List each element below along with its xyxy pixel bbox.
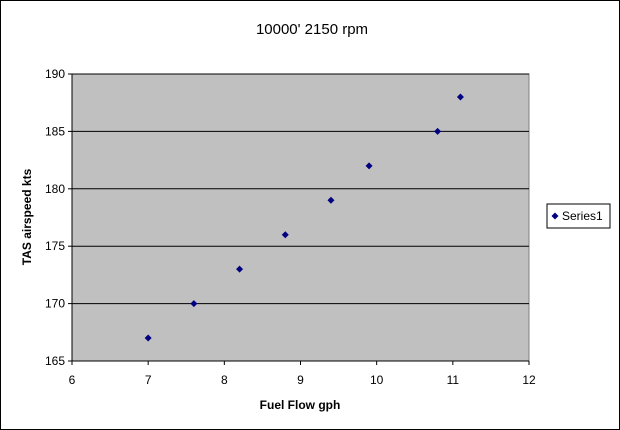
data-point-0-2 bbox=[236, 265, 244, 273]
gridlines bbox=[72, 73, 529, 305]
data-point-0-4 bbox=[327, 196, 335, 204]
x-axis-ticks: 6 7 8 9 10 11 12 bbox=[69, 361, 536, 387]
y-tick-label-3: 180 bbox=[45, 182, 65, 196]
data-point-0-6 bbox=[434, 127, 442, 135]
x-tick-label-6: 12 bbox=[522, 373, 536, 387]
chart-title: 10000' 2150 rpm bbox=[256, 21, 368, 38]
x-tick-label-5: 11 bbox=[447, 373, 460, 387]
x-tick-label-3: 9 bbox=[297, 373, 304, 387]
legend: Series1 bbox=[546, 203, 611, 229]
y-tick-label-4: 185 bbox=[45, 124, 65, 138]
data-point-0-7 bbox=[456, 93, 464, 101]
data-point-0-5 bbox=[365, 162, 373, 170]
legend-entry-series1: Series1 bbox=[562, 209, 603, 223]
y-tick-label-2: 175 bbox=[45, 239, 65, 253]
y-axis-title: TAS airspeed kts bbox=[20, 168, 34, 265]
y-tick-label-1: 170 bbox=[45, 297, 65, 311]
y-tick-label-0: 165 bbox=[45, 354, 65, 368]
x-tick-label-2: 8 bbox=[221, 373, 228, 387]
data-points bbox=[144, 93, 464, 342]
plot-area bbox=[71, 73, 530, 362]
data-point-0-3 bbox=[281, 231, 289, 239]
data-point-0-0 bbox=[144, 334, 152, 342]
x-tick-label-4: 10 bbox=[370, 373, 384, 387]
x-tick-label-1: 7 bbox=[145, 373, 152, 387]
x-axis-title: Fuel Flow gph bbox=[260, 398, 341, 412]
data-point-0-1 bbox=[190, 300, 198, 308]
y-axis-ticks: 165 170 175 180 185 190 bbox=[45, 67, 72, 368]
y-tick-label-5: 190 bbox=[45, 67, 65, 81]
x-tick-label-0: 6 bbox=[69, 373, 76, 387]
legend-marker-diamond-icon bbox=[551, 212, 559, 220]
